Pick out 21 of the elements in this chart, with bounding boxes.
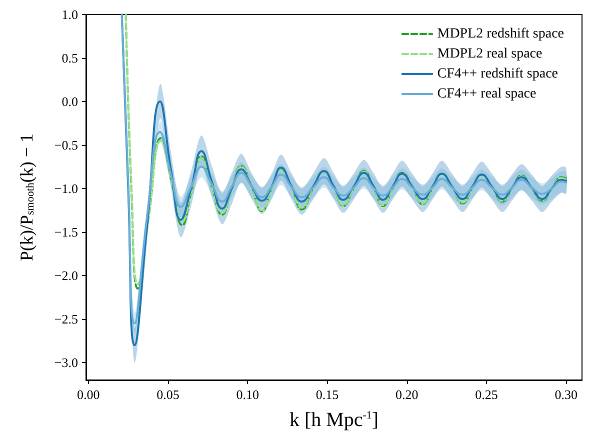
x-tick-label: 0.20 xyxy=(395,387,418,402)
y-axis-title: P(k)/Psmooth(k) − 1 xyxy=(16,133,36,262)
x-tick-label: 0.30 xyxy=(554,387,578,402)
x-tick-label: 0.00 xyxy=(77,387,100,402)
x-tick-label: 0.05 xyxy=(156,387,180,402)
y-tick-label: −2.0 xyxy=(54,268,78,284)
legend-label: CF4++ redshift space xyxy=(437,66,558,82)
y-tick-label: 1.0 xyxy=(62,7,78,22)
x-tick-label: 0.25 xyxy=(475,387,498,402)
y-tick-label: −1.0 xyxy=(54,181,78,196)
x-tick-label: 0.10 xyxy=(236,387,259,402)
y-tick-label: −2.5 xyxy=(54,312,78,327)
legend-label: MDPL2 real space xyxy=(437,46,542,62)
legend-label: CF4++ real space xyxy=(437,86,536,102)
legend-label: MDPL2 redshift space xyxy=(437,26,564,42)
y-tick-label: 0.0 xyxy=(62,94,78,110)
y-tick-label: −0.5 xyxy=(54,138,78,153)
y-tick-label: −1.5 xyxy=(54,224,78,240)
y-tick-label: −3.0 xyxy=(54,355,78,370)
y-tick-label: 0.5 xyxy=(62,50,78,66)
x-tick-label: 0.15 xyxy=(316,387,339,402)
